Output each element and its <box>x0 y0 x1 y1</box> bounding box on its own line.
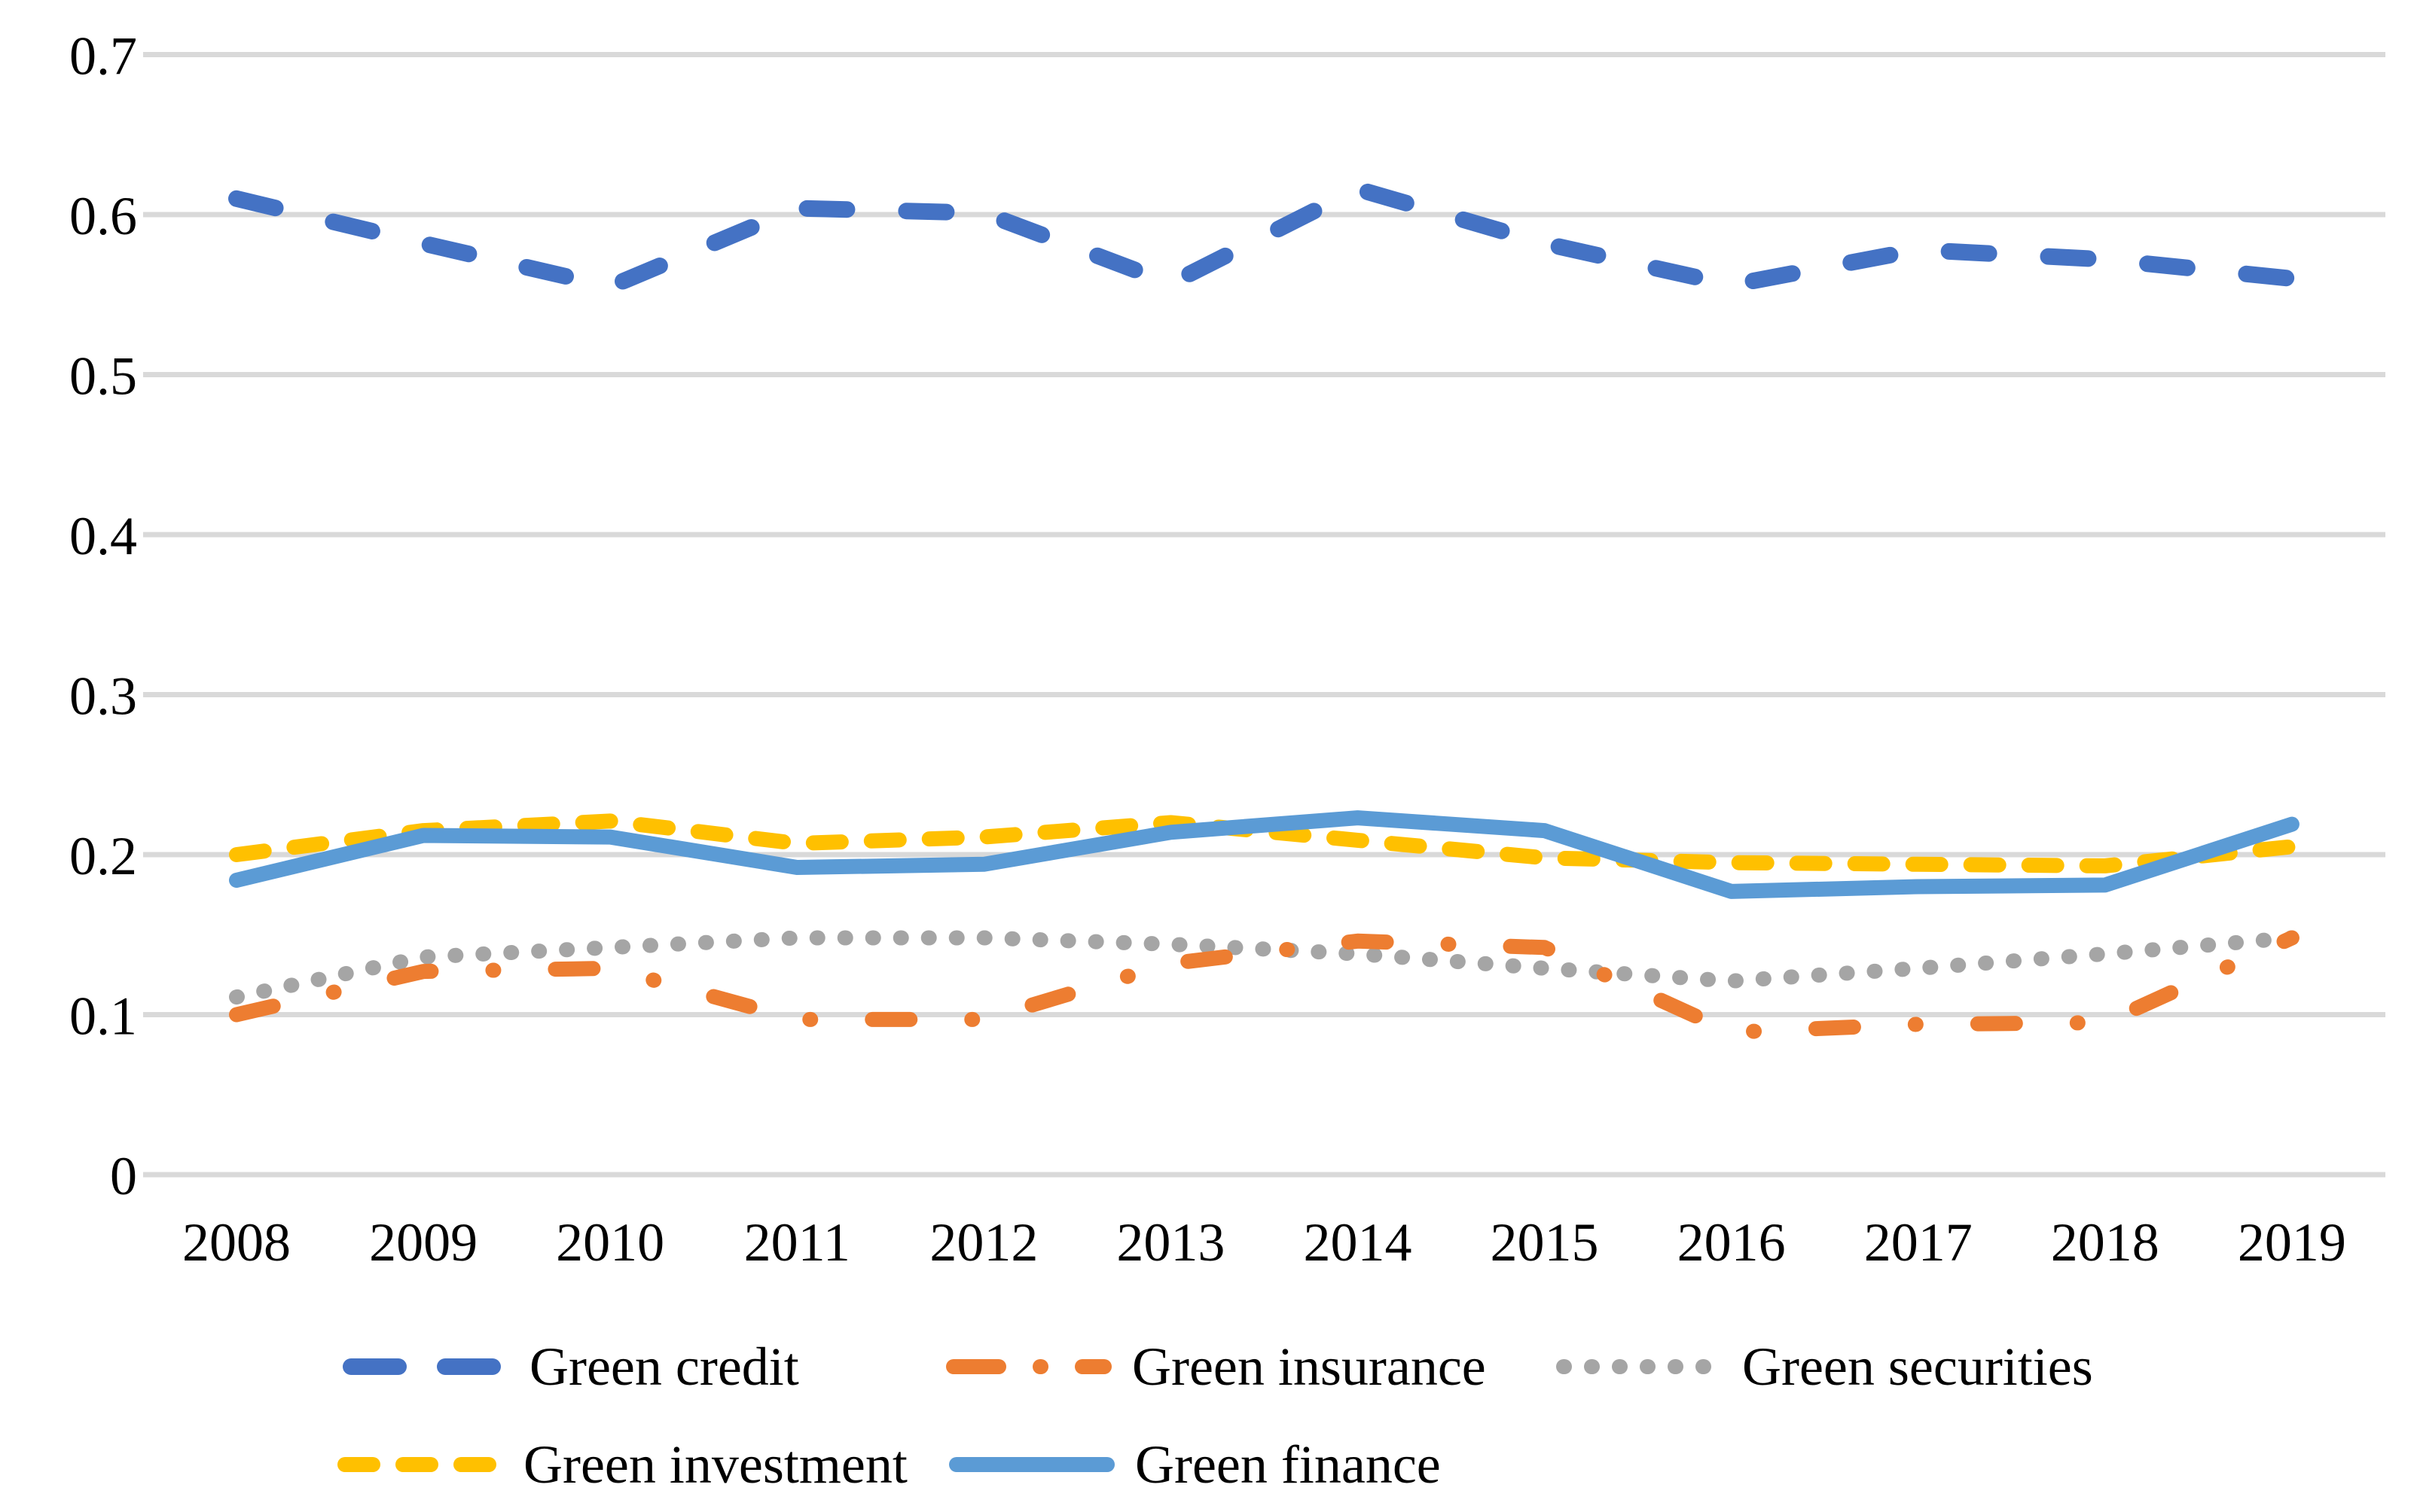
series-line-green-credit <box>228 181 2300 295</box>
x-tick-label: 2008 <box>182 1212 291 1273</box>
y-tick-label: 0.3 <box>69 666 137 727</box>
series-line-green-investment <box>229 813 2300 873</box>
y-tick-label: 0 <box>110 1146 137 1206</box>
x-tick-label: 2011 <box>744 1212 850 1273</box>
legend-item-green-securities: Green securities <box>1555 1337 2093 1397</box>
y-tick-label: 0.5 <box>69 346 137 407</box>
series-line-green-insurance <box>229 930 2300 1040</box>
x-tick-label: 2010 <box>556 1212 664 1273</box>
y-tick-label: 0.1 <box>69 986 137 1047</box>
legend-item-green-finance: Green finance <box>948 1434 1441 1495</box>
y-tick-label: 0.4 <box>69 506 137 566</box>
legend-label-green-finance: Green finance <box>1135 1434 1441 1495</box>
x-tick-label: 2014 <box>1303 1212 1411 1273</box>
series-line-green-finance <box>229 810 2300 899</box>
legend-marker-green-credit-icon <box>343 1358 510 1375</box>
legend-label-green-investment: Green investment <box>523 1434 908 1495</box>
legend-marker-green-finance-icon <box>949 1457 1115 1472</box>
legend-label-green-credit: Green credit <box>529 1337 799 1397</box>
legend-item-green-credit: Green credit <box>343 1337 799 1397</box>
legend-marker-green-securities-icon <box>1556 1359 1722 1374</box>
legend-marker-green-investment-icon <box>337 1457 503 1472</box>
legend-label-green-securities: Green securities <box>1742 1337 2093 1397</box>
y-tick-label: 0.7 <box>69 26 137 87</box>
x-tick-label: 2013 <box>1116 1212 1225 1273</box>
series-line-green-securities <box>229 930 2300 1005</box>
x-tick-label: 2019 <box>2238 1212 2346 1273</box>
legend-marker-green-insurance-icon <box>946 1359 1112 1374</box>
y-tick-label: 0.2 <box>69 826 137 886</box>
legend-label-green-insurance: Green insurance <box>1132 1337 1486 1397</box>
y-tick-label: 0.6 <box>69 186 137 246</box>
x-tick-label: 2018 <box>2051 1212 2159 1273</box>
x-tick-label: 2009 <box>369 1212 478 1273</box>
legend-item-green-insurance: Green insurance <box>945 1337 1486 1397</box>
x-tick-label: 2017 <box>1864 1212 1973 1273</box>
x-tick-label: 2015 <box>1491 1212 1599 1273</box>
x-tick-label: 2016 <box>1677 1212 1786 1273</box>
x-tick-label: 2012 <box>929 1212 1038 1273</box>
legend-item-green-investment: Green investment <box>337 1434 908 1495</box>
